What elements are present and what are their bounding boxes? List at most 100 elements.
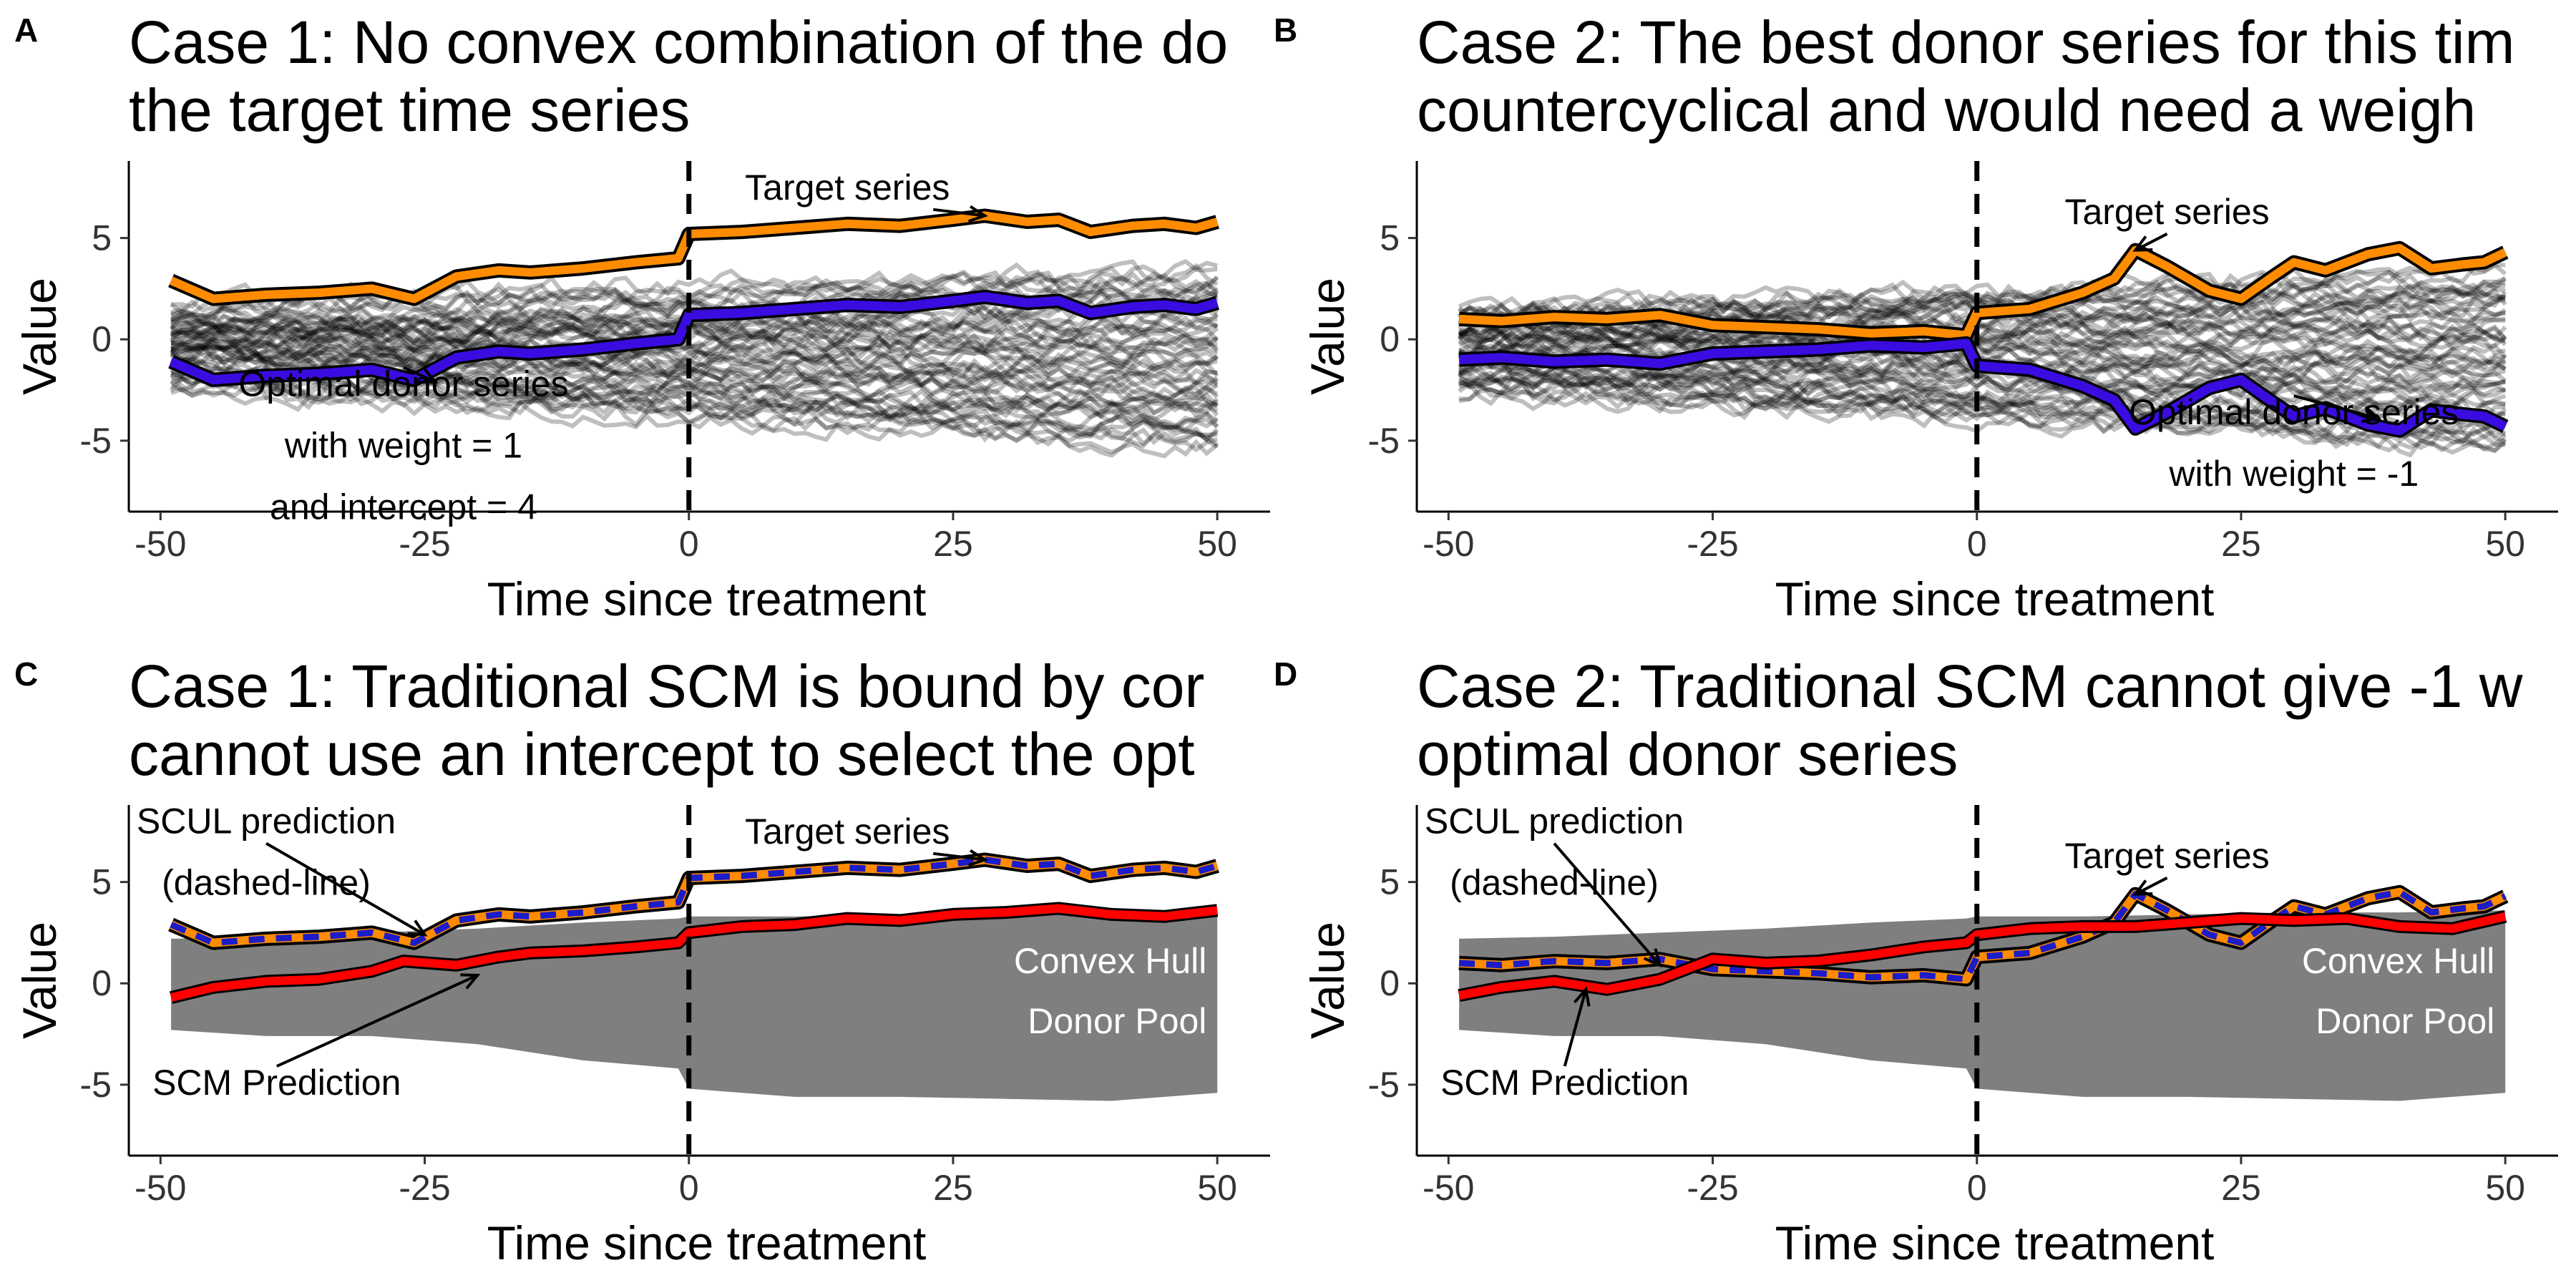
- annotation-text: (dashed-line): [1450, 863, 1659, 903]
- annotation-arrow: [2135, 877, 2168, 896]
- donor-series-line: [1458, 315, 2506, 351]
- donor-series-line: [170, 308, 1218, 340]
- x-tick-label: -25: [399, 524, 450, 564]
- donor-series-line: [170, 381, 1219, 444]
- donor-series-line: [170, 306, 1219, 355]
- donor-series-line: [170, 333, 1219, 384]
- y-axis-label: Value: [13, 922, 66, 1039]
- panel-title-line: optimal donor series: [1417, 721, 1958, 788]
- annotation-text: Donor Pool: [2316, 1001, 2494, 1041]
- donor-series-line: [170, 299, 1219, 345]
- annotation-hull: Convex Hull Donor Pool: [2302, 941, 2495, 1041]
- donor-series-line: [1458, 331, 2507, 379]
- annotation-text: SCUL prediction: [1425, 801, 1684, 841]
- donor-series-line: [1458, 379, 2507, 458]
- annotation-text: SCM Prediction: [152, 1063, 401, 1103]
- donor-series-line: [1458, 381, 2507, 444]
- donor-series-line: [170, 263, 1219, 317]
- donor-series-line: [1458, 361, 2507, 453]
- annotation-scul: SCUL prediction (dashed-line): [137, 801, 428, 937]
- y-tick-label: -5: [80, 1065, 112, 1105]
- panel-title-line: Case 1: Traditional SCM is bound by cor: [129, 653, 1204, 720]
- scul-prediction-line: [170, 857, 1219, 947]
- annotation-scm: SCM Prediction: [1440, 986, 1689, 1103]
- target-series-line: [1458, 243, 2507, 340]
- donor-series-line: [170, 384, 1219, 459]
- plot-area: [1458, 884, 2509, 1101]
- y-axis-label: Value: [13, 278, 66, 395]
- panel-tag: A: [14, 11, 38, 49]
- donor-series-line: [169, 374, 1219, 449]
- target-series-line: [169, 211, 1219, 303]
- donor-series-line: [1458, 329, 2507, 373]
- donor-series-line: [1458, 315, 2507, 351]
- annotation-arrow: [2135, 233, 2168, 252]
- y-axis-label: Value: [1301, 278, 1354, 395]
- x-tick-label: 0: [679, 1168, 699, 1208]
- donor-series-line: [1458, 374, 2506, 453]
- donor-series-line: [1458, 331, 2507, 362]
- annotation-scm: SCM Prediction: [152, 973, 481, 1103]
- panel-title-line: cannot use an intercept to select the op…: [129, 721, 1195, 788]
- donor-series-line: [170, 375, 1219, 429]
- donor-series-line: [171, 316, 1218, 356]
- annotation-target: Target series: [745, 167, 988, 223]
- y-tick-label: -5: [80, 421, 112, 461]
- annotation-target: Target series: [2064, 192, 2270, 252]
- annotation-text: Target series: [745, 167, 950, 208]
- annotation-arrow: [933, 852, 985, 862]
- x-axis-label: Time since treatment: [487, 572, 927, 625]
- panel-title: Case 2: Traditional SCM cannot give -1 w…: [1417, 653, 2523, 788]
- annotation-text: with weight = -1: [2168, 454, 2419, 494]
- donor-series-line: [1458, 348, 2506, 404]
- x-tick-label: 50: [2485, 1168, 2525, 1208]
- x-tick-label: 50: [1197, 524, 1237, 564]
- donor-series-line: [170, 313, 1219, 351]
- annotation-arrowhead: [2361, 406, 2382, 424]
- annotation-arrow: [275, 974, 479, 1068]
- x-axis-label: Time since treatment: [1775, 572, 2215, 625]
- annotation-text: SCM Prediction: [1440, 1063, 1689, 1103]
- annotation-text: with weight = 1: [284, 426, 522, 466]
- donor-series-line: [170, 327, 1219, 361]
- donor-series-line: [170, 371, 1219, 432]
- donor-series-line: [170, 376, 1219, 453]
- scm-prediction-line: [170, 904, 1218, 1002]
- annotation-optimal: Optimal donor series with weight = 1 and i…: [238, 364, 568, 527]
- donor-series-line: [170, 335, 1219, 382]
- y-tick-label: 0: [92, 319, 112, 359]
- annotation-arrowhead: [1643, 948, 1662, 968]
- donor-series-line: [1458, 321, 2507, 356]
- y-tick-label: 5: [1380, 218, 1400, 258]
- donor-series-line: [170, 273, 1219, 329]
- x-tick-label: 0: [679, 524, 699, 564]
- annotation-text: Convex Hull: [1014, 941, 1207, 981]
- donor-series-line: [1458, 343, 2507, 397]
- panel-title-line: Case 2: The best donor series for this t…: [1417, 9, 2514, 76]
- donor-series-line: [170, 374, 1219, 455]
- x-tick-label: 50: [2485, 524, 2525, 564]
- donor-series-line: [170, 348, 1218, 386]
- donor-series-line: [1458, 356, 2507, 408]
- annotation-arrow: [1553, 842, 1662, 967]
- panel-title-line: Case 2: Traditional SCM cannot give -1 w: [1417, 653, 2523, 720]
- panel-title-line: Case 1: No convex combination of the do: [129, 9, 1228, 76]
- annotation-text: and intercept = 4: [270, 487, 537, 527]
- annotation-text: Target series: [745, 811, 950, 852]
- donor-series-line: [1458, 370, 2507, 445]
- donor-series-line: [170, 339, 1219, 371]
- donor-series-line: [1458, 381, 2507, 455]
- panel-tag: B: [1274, 11, 1297, 49]
- y-tick-label: 5: [1380, 862, 1400, 902]
- x-tick-label: 0: [1967, 1168, 1987, 1208]
- donor-series-line: [170, 321, 1218, 358]
- donor-series-line: [170, 316, 1219, 352]
- x-tick-label: -50: [135, 1168, 186, 1208]
- annotation-text: Target series: [2064, 192, 2269, 232]
- annotation-optimal: Optimal donor series with weight = -1: [2129, 392, 2459, 494]
- donor-series-line: [1457, 315, 2506, 348]
- x-axis-label: Time since treatment: [487, 1216, 927, 1269]
